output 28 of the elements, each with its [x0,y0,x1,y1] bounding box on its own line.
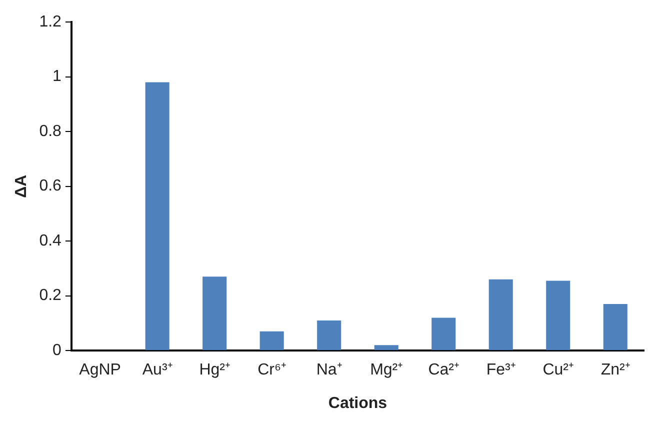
y-tick-label: 0.4 [39,232,62,250]
bar [603,304,628,350]
x-tick-label: Cu²⁺ [542,362,574,379]
bar [202,276,227,350]
bar [546,280,570,350]
x-axis-title: Cations [328,394,388,412]
y-tick-label: 1.2 [39,13,62,30]
x-tick-label: Mg²⁺ [370,362,403,379]
y-tick-label: 0 [52,342,62,360]
x-tick-label: Cr⁶⁺ [258,362,286,379]
y-axis-title: ΔA [13,174,30,198]
bar [432,318,456,350]
x-tick-label: Zn²⁺ [600,362,630,379]
y-tick-label: 0.6 [39,178,62,195]
x-tick-label: Na⁺ [316,362,342,379]
bar [145,82,170,350]
x-tick-label: Hg²⁺ [199,362,230,379]
y-tick-label: 0.8 [39,122,62,140]
x-tick-label: Ca²⁺ [428,362,459,379]
bar [374,345,398,350]
x-tick-label: Au³⁺ [142,362,172,379]
y-tick-label: 0.2 [39,287,62,304]
bar [260,331,284,350]
x-tick-label: Fe³⁺ [486,362,516,379]
x-tick-label: AgNP [79,362,121,379]
bar [488,279,513,350]
bar [317,320,342,350]
y-tick-label: 1 [52,68,62,86]
